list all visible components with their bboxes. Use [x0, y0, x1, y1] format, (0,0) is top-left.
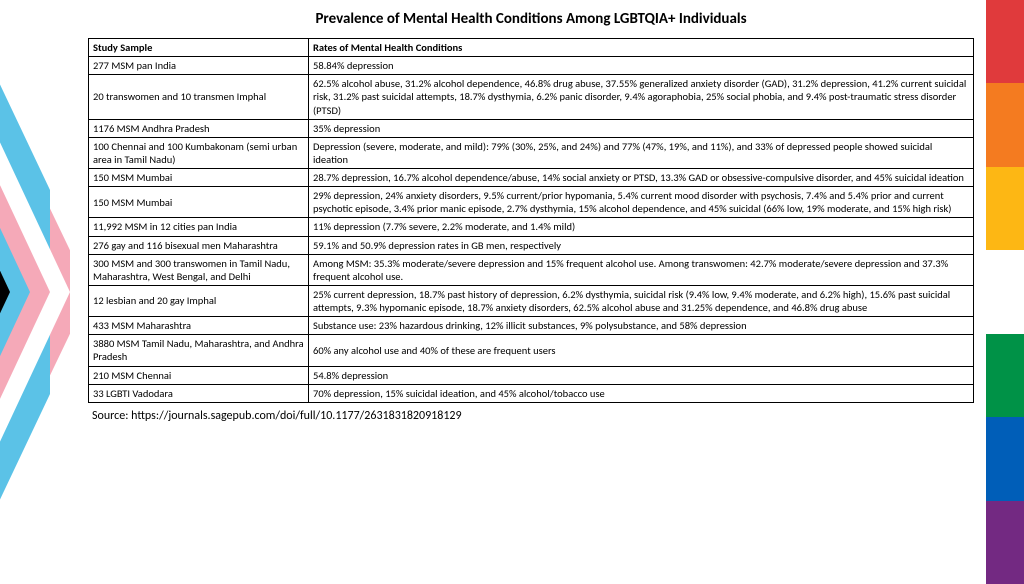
- stripe-green: [986, 334, 1024, 417]
- cell-rates: Substance use: 23% hazardous drinking, 1…: [309, 317, 974, 335]
- cell-rates: 35% depression: [309, 119, 974, 137]
- cell-rates: 28.7% depression, 16.7% alcohol dependen…: [309, 169, 974, 187]
- cell-rates: 60% any alcohol use and 40% of these are…: [309, 335, 974, 366]
- stripe-orange: [986, 83, 1024, 166]
- cell-rates: 54.8% depression: [309, 366, 974, 384]
- cell-sample: 3880 MSM Tamil Nadu, Maharashtra, and An…: [89, 335, 309, 366]
- table-row: 276 gay and 116 bisexual men Maharashtra…: [89, 236, 974, 254]
- table-row: 300 MSM and 300 transwomen in Tamil Nadu…: [89, 254, 974, 285]
- right-pride-stripes: [986, 0, 1024, 584]
- cell-rates: 62.5% alcohol abuse, 31.2% alcohol depen…: [309, 75, 974, 119]
- table-row: 433 MSM MaharashtraSubstance use: 23% ha…: [89, 317, 974, 335]
- cell-rates: 58.84% depression: [309, 57, 974, 75]
- table-row: 20 transwomen and 10 transmen Imphal62.5…: [89, 75, 974, 119]
- table-row: 3880 MSM Tamil Nadu, Maharashtra, and An…: [89, 335, 974, 366]
- cell-sample: 33 LGBTI Vadodara: [89, 384, 309, 402]
- cell-rates: 25% current depression, 18.7% past histo…: [309, 285, 974, 316]
- cell-sample: 276 gay and 116 bisexual men Maharashtra: [89, 236, 309, 254]
- cell-sample: 20 transwomen and 10 transmen Imphal: [89, 75, 309, 119]
- stripe-red: [986, 0, 1024, 83]
- col-header-sample: Study Sample: [89, 39, 309, 57]
- cell-rates: 11% depression (7.7% severe, 2.2% modera…: [309, 218, 974, 236]
- left-pride-chevron: [0, 0, 70, 584]
- table-row: 210 MSM Chennai54.8% depression: [89, 366, 974, 384]
- stripe-yellow: [986, 167, 1024, 250]
- table-row: 150 MSM Mumbai29% depression, 24% anxiet…: [89, 187, 974, 218]
- source-citation: Source: https://journals.sagepub.com/doi…: [88, 409, 974, 423]
- cell-sample: 150 MSM Mumbai: [89, 187, 309, 218]
- table-row: 100 Chennai and 100 Kumbakonam (semi urb…: [89, 137, 974, 168]
- table-row: 150 MSM Mumbai28.7% depression, 16.7% al…: [89, 169, 974, 187]
- cell-rates: Depression (severe, moderate, and mild):…: [309, 137, 974, 168]
- table-header-row: Study Sample Rates of Mental Health Cond…: [89, 39, 974, 57]
- table-row: 33 LGBTI Vadodara70% depression, 15% sui…: [89, 384, 974, 402]
- cell-sample: 1176 MSM Andhra Pradesh: [89, 119, 309, 137]
- cell-sample: 277 MSM pan India: [89, 57, 309, 75]
- cell-sample: 11,992 MSM in 12 cities pan India: [89, 218, 309, 236]
- page-title: Prevalence of Mental Health Conditions A…: [88, 10, 974, 28]
- cell-rates: 70% depression, 15% suicidal ideation, a…: [309, 384, 974, 402]
- stripe-white: [986, 250, 1024, 333]
- stripe-purple: [986, 501, 1024, 584]
- cell-sample: 12 lesbian and 20 gay Imphal: [89, 285, 309, 316]
- cell-rates: 59.1% and 50.9% depression rates in GB m…: [309, 236, 974, 254]
- data-table: Study Sample Rates of Mental Health Cond…: [88, 38, 974, 403]
- cell-sample: 210 MSM Chennai: [89, 366, 309, 384]
- main-content: Prevalence of Mental Health Conditions A…: [88, 10, 974, 576]
- cell-sample: 150 MSM Mumbai: [89, 169, 309, 187]
- col-header-rates: Rates of Mental Health Conditions: [309, 39, 974, 57]
- table-row: 1176 MSM Andhra Pradesh35% depression: [89, 119, 974, 137]
- cell-rates: 29% depression, 24% anxiety disorders, 9…: [309, 187, 974, 218]
- cell-sample: 100 Chennai and 100 Kumbakonam (semi urb…: [89, 137, 309, 168]
- table-row: 11,992 MSM in 12 cities pan India11% dep…: [89, 218, 974, 236]
- cell-sample: 433 MSM Maharashtra: [89, 317, 309, 335]
- cell-sample: 300 MSM and 300 transwomen in Tamil Nadu…: [89, 254, 309, 285]
- cell-rates: Among MSM: 35.3% moderate/severe depress…: [309, 254, 974, 285]
- stripe-blue: [986, 417, 1024, 500]
- table-row: 277 MSM pan India58.84% depression: [89, 57, 974, 75]
- table-row: 12 lesbian and 20 gay Imphal25% current …: [89, 285, 974, 316]
